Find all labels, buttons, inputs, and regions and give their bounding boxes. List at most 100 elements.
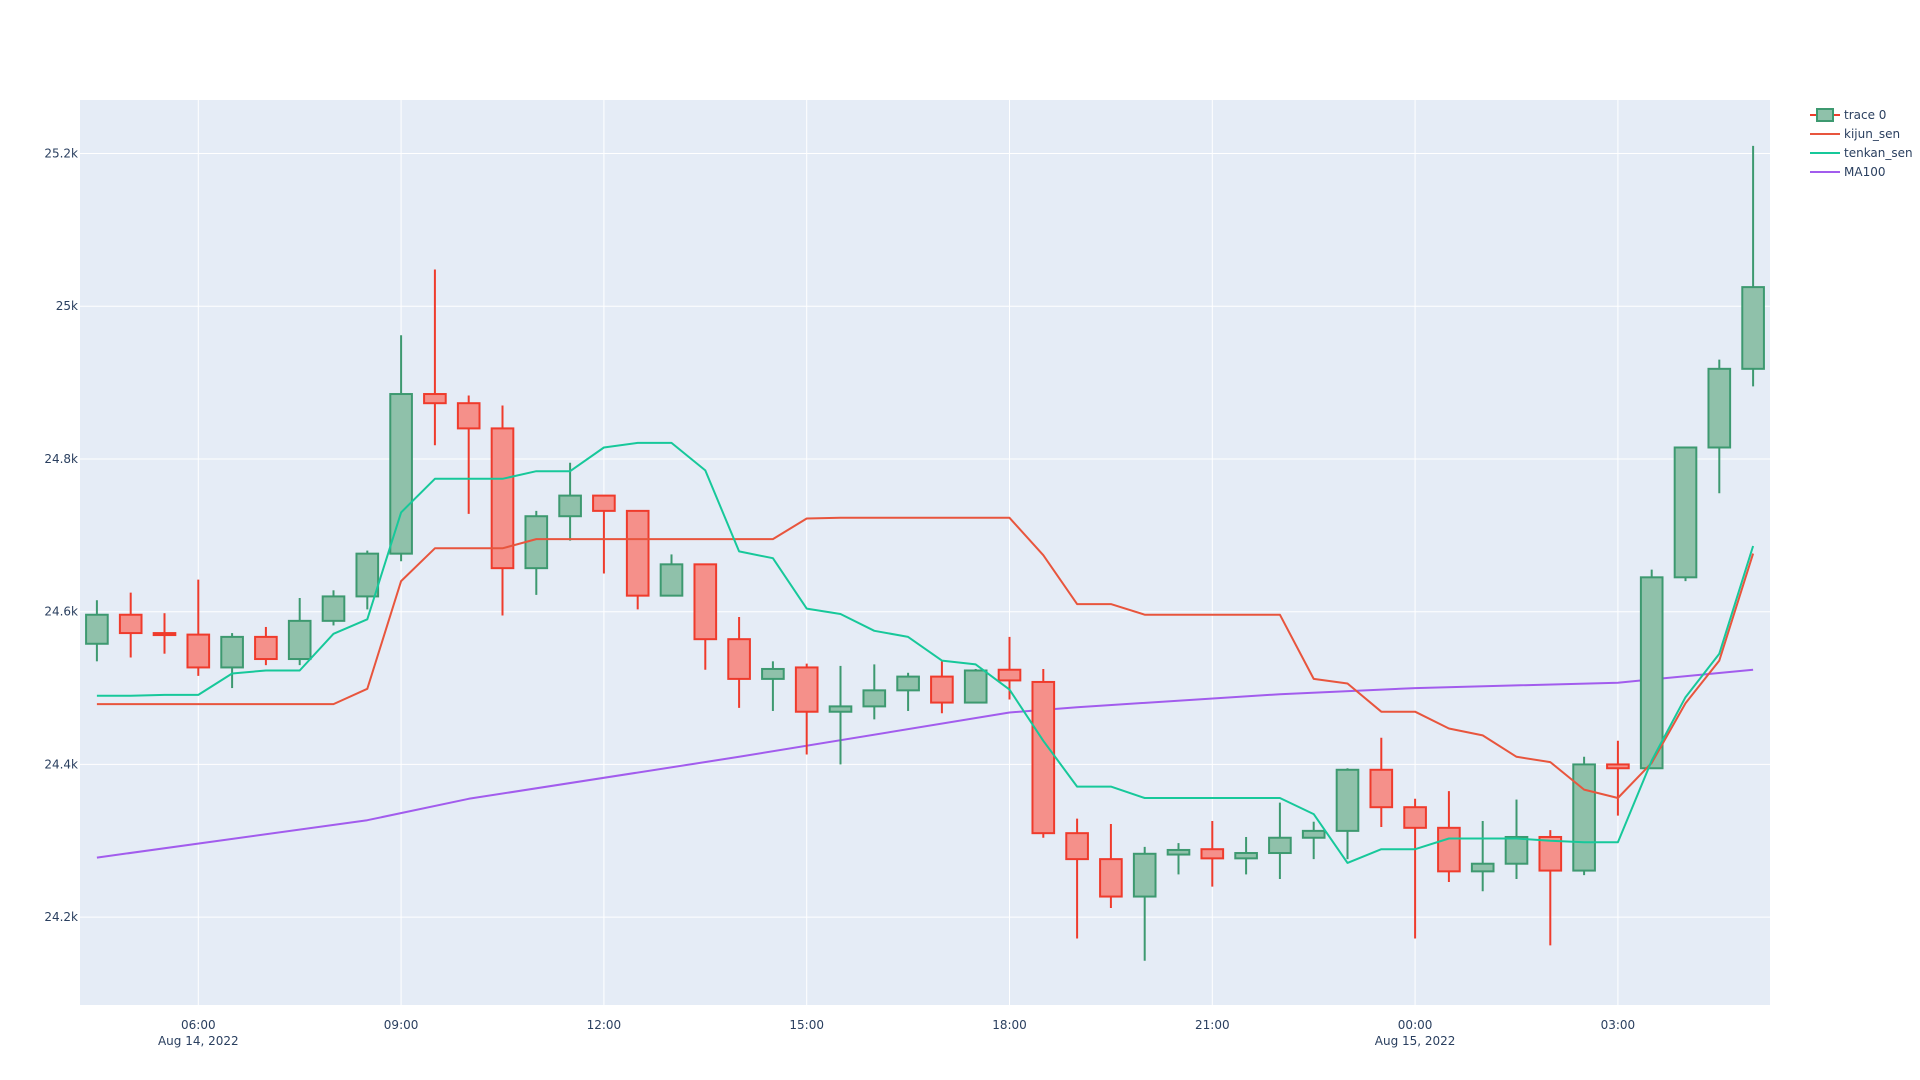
candle-increasing xyxy=(1741,145,1765,387)
candle-decreasing xyxy=(1606,740,1630,816)
candle-body xyxy=(186,633,211,669)
legend-label: trace 0 xyxy=(1844,108,1886,122)
candle-body xyxy=(1200,848,1225,860)
candle-decreasing xyxy=(1099,824,1123,909)
candle-body xyxy=(1031,680,1056,835)
candle-increasing xyxy=(1470,820,1495,892)
legend-item[interactable]: tenkan_sen xyxy=(1810,146,1913,160)
x-tick-date-label: Aug 14, 2022 xyxy=(158,1034,239,1048)
y-axis: 24.2k 24.4k 24.6k 24.8k 25k 25.2k xyxy=(44,146,78,924)
candle-increasing xyxy=(761,661,785,711)
candle-increasing xyxy=(963,668,988,704)
x-tick-label: 09:00 xyxy=(384,1018,419,1032)
legend-item[interactable]: kijun_sen xyxy=(1810,127,1900,141)
candle-increasing xyxy=(1335,768,1360,860)
indicator-lines xyxy=(96,441,1755,864)
candle-body xyxy=(1470,862,1495,873)
candle-decreasing xyxy=(1538,830,1563,946)
candle-body xyxy=(1335,768,1360,832)
plot-background xyxy=(80,100,1770,1005)
y-tick-label: 25.2k xyxy=(44,146,78,160)
candle-decreasing xyxy=(152,613,177,654)
candle-decreasing xyxy=(693,563,718,670)
candles xyxy=(85,145,1765,961)
legend-candle-swatch xyxy=(1816,108,1834,122)
candle-increasing xyxy=(659,554,684,597)
candle-decreasing xyxy=(490,405,515,616)
candle-decreasing xyxy=(254,626,278,666)
candle-body xyxy=(761,667,785,680)
candle-increasing xyxy=(287,597,312,666)
candle-body xyxy=(1132,852,1157,898)
x-tick-label: 06:00 xyxy=(181,1018,216,1032)
x-tick-label: 03:00 xyxy=(1601,1018,1636,1032)
candle-body xyxy=(1268,836,1292,855)
candle-increasing xyxy=(1301,821,1326,860)
y-tick-label: 24.6k xyxy=(44,605,78,619)
candle-increasing xyxy=(896,672,920,711)
candle-increasing xyxy=(1639,569,1664,770)
candle-body xyxy=(287,619,312,661)
candle-body xyxy=(1639,576,1664,770)
candle-decreasing xyxy=(592,494,616,574)
candle-increasing xyxy=(1234,836,1258,875)
x-tick-label: 18:00 xyxy=(992,1018,1027,1032)
candle-increasing xyxy=(558,462,582,541)
candle-body xyxy=(1572,763,1596,872)
candle-body xyxy=(152,632,177,637)
candle-decreasing xyxy=(794,663,819,755)
legend-label: tenkan_sen xyxy=(1844,146,1913,160)
candle-body xyxy=(85,613,109,645)
candle-decreasing xyxy=(727,617,751,708)
candle-body xyxy=(862,689,887,708)
candle-body xyxy=(1606,763,1630,770)
x-tick-label: 12:00 xyxy=(587,1018,622,1032)
candle-body xyxy=(930,675,954,704)
candle-body xyxy=(1301,829,1326,839)
candle-body xyxy=(558,494,582,518)
candle-body xyxy=(355,552,380,598)
candle-body xyxy=(1437,826,1461,873)
candle-decreasing xyxy=(1065,818,1089,939)
candle-body xyxy=(727,638,751,680)
candle-body xyxy=(963,669,988,704)
candle-body xyxy=(659,563,684,597)
candle-body xyxy=(118,613,143,635)
candle-body xyxy=(321,595,346,622)
legend-item[interactable]: trace 0 xyxy=(1810,108,1886,122)
candle-decreasing xyxy=(1369,737,1394,828)
candle-decreasing xyxy=(456,395,481,514)
candle-body xyxy=(1707,367,1732,449)
candle-body xyxy=(254,635,278,661)
candle-body xyxy=(456,402,481,430)
candle-body xyxy=(1673,446,1698,579)
candle-body xyxy=(490,427,515,570)
x-tick-label: 15:00 xyxy=(789,1018,824,1032)
legend-label: MA100 xyxy=(1844,165,1885,179)
candle-increasing xyxy=(220,633,244,689)
candle-body xyxy=(828,705,853,713)
candle-decreasing xyxy=(423,269,447,446)
candle-body xyxy=(1369,768,1394,809)
candle-body xyxy=(220,635,244,669)
y-tick-label: 24.8k xyxy=(44,452,78,466)
candle-body xyxy=(1166,848,1191,856)
y-tick-label: 24.4k xyxy=(44,757,78,771)
candle-body xyxy=(423,393,447,405)
candle-increasing xyxy=(1673,446,1698,582)
y-tick-label: 24.2k xyxy=(44,910,78,924)
candle-increasing xyxy=(1268,802,1292,879)
legend[interactable]: trace 0 kijun_sen tenkan_sen MA100 xyxy=(1810,108,1913,179)
legend-item[interactable]: MA100 xyxy=(1810,165,1885,179)
candle-increasing xyxy=(862,664,887,720)
candle-body xyxy=(1538,835,1563,872)
x-tick-label: 00:00 xyxy=(1398,1018,1433,1032)
candle-decreasing xyxy=(930,661,954,714)
candle-increasing xyxy=(389,335,413,562)
candle-body xyxy=(1504,835,1529,865)
candle-body xyxy=(1099,858,1123,898)
candle-body xyxy=(896,675,920,692)
kijun_sen-line xyxy=(96,516,1755,799)
candle-body xyxy=(1741,286,1765,370)
